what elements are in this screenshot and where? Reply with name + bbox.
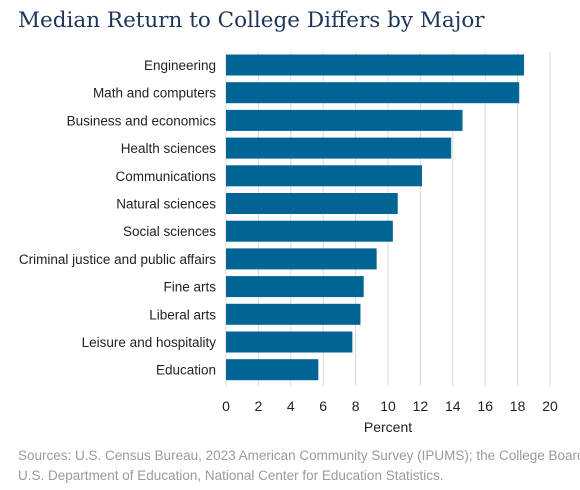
bar xyxy=(226,248,377,270)
category-labels: Engineering Math and computers Business an… xyxy=(19,58,216,378)
category-label: Health sciences xyxy=(121,141,217,156)
x-tick-label: 6 xyxy=(319,398,327,414)
category-label: Math and computers xyxy=(93,86,216,101)
x-tick-label: 10 xyxy=(380,398,396,414)
source-line-2: U.S. Department of Education, National C… xyxy=(18,468,444,483)
bar xyxy=(226,359,319,381)
source-line-1: Sources: U.S. Census Bureau, 2023 Americ… xyxy=(18,448,580,463)
x-tick-label: 18 xyxy=(510,398,526,414)
category-label: Social sciences xyxy=(123,224,216,239)
category-label: Natural sciences xyxy=(116,197,216,212)
x-tick-label: 20 xyxy=(542,398,558,414)
category-label: Criminal justice and public affairs xyxy=(19,252,216,267)
category-label: Business and economics xyxy=(67,113,217,128)
bar xyxy=(226,331,353,353)
x-axis-label: Percent xyxy=(364,419,412,435)
category-label: Communications xyxy=(115,169,216,184)
category-label: Education xyxy=(156,363,216,378)
bar xyxy=(226,54,525,76)
bar xyxy=(226,303,361,325)
source-note: Sources: U.S. Census Bureau, 2023 Americ… xyxy=(18,446,580,486)
x-tick-label: 0 xyxy=(222,398,230,414)
x-tick-label: 14 xyxy=(445,398,461,414)
bar xyxy=(226,137,452,159)
x-tick-label: 4 xyxy=(287,398,295,414)
bar-chart: Engineering Math and computers Business an… xyxy=(19,52,558,435)
x-tick-label: 12 xyxy=(413,398,429,414)
bar xyxy=(226,165,423,187)
x-tick-label: 2 xyxy=(255,398,263,414)
bar xyxy=(226,220,393,242)
x-tick-label: 16 xyxy=(477,398,493,414)
category-label: Leisure and hospitality xyxy=(82,335,217,350)
bar xyxy=(226,276,364,298)
category-label: Liberal arts xyxy=(149,307,216,322)
gridlines xyxy=(225,52,551,386)
bar xyxy=(226,82,520,104)
category-label: Fine arts xyxy=(163,280,216,295)
bar xyxy=(226,193,398,214)
bar xyxy=(226,109,463,131)
x-tick-labels: 0 2 4 6 8 10 12 14 16 18 20 xyxy=(222,398,558,414)
chart-title: Median Return to College Differs by Majo… xyxy=(18,8,485,33)
x-tick-label: 8 xyxy=(352,398,360,414)
bars xyxy=(226,54,525,381)
category-label: Engineering xyxy=(144,58,216,73)
